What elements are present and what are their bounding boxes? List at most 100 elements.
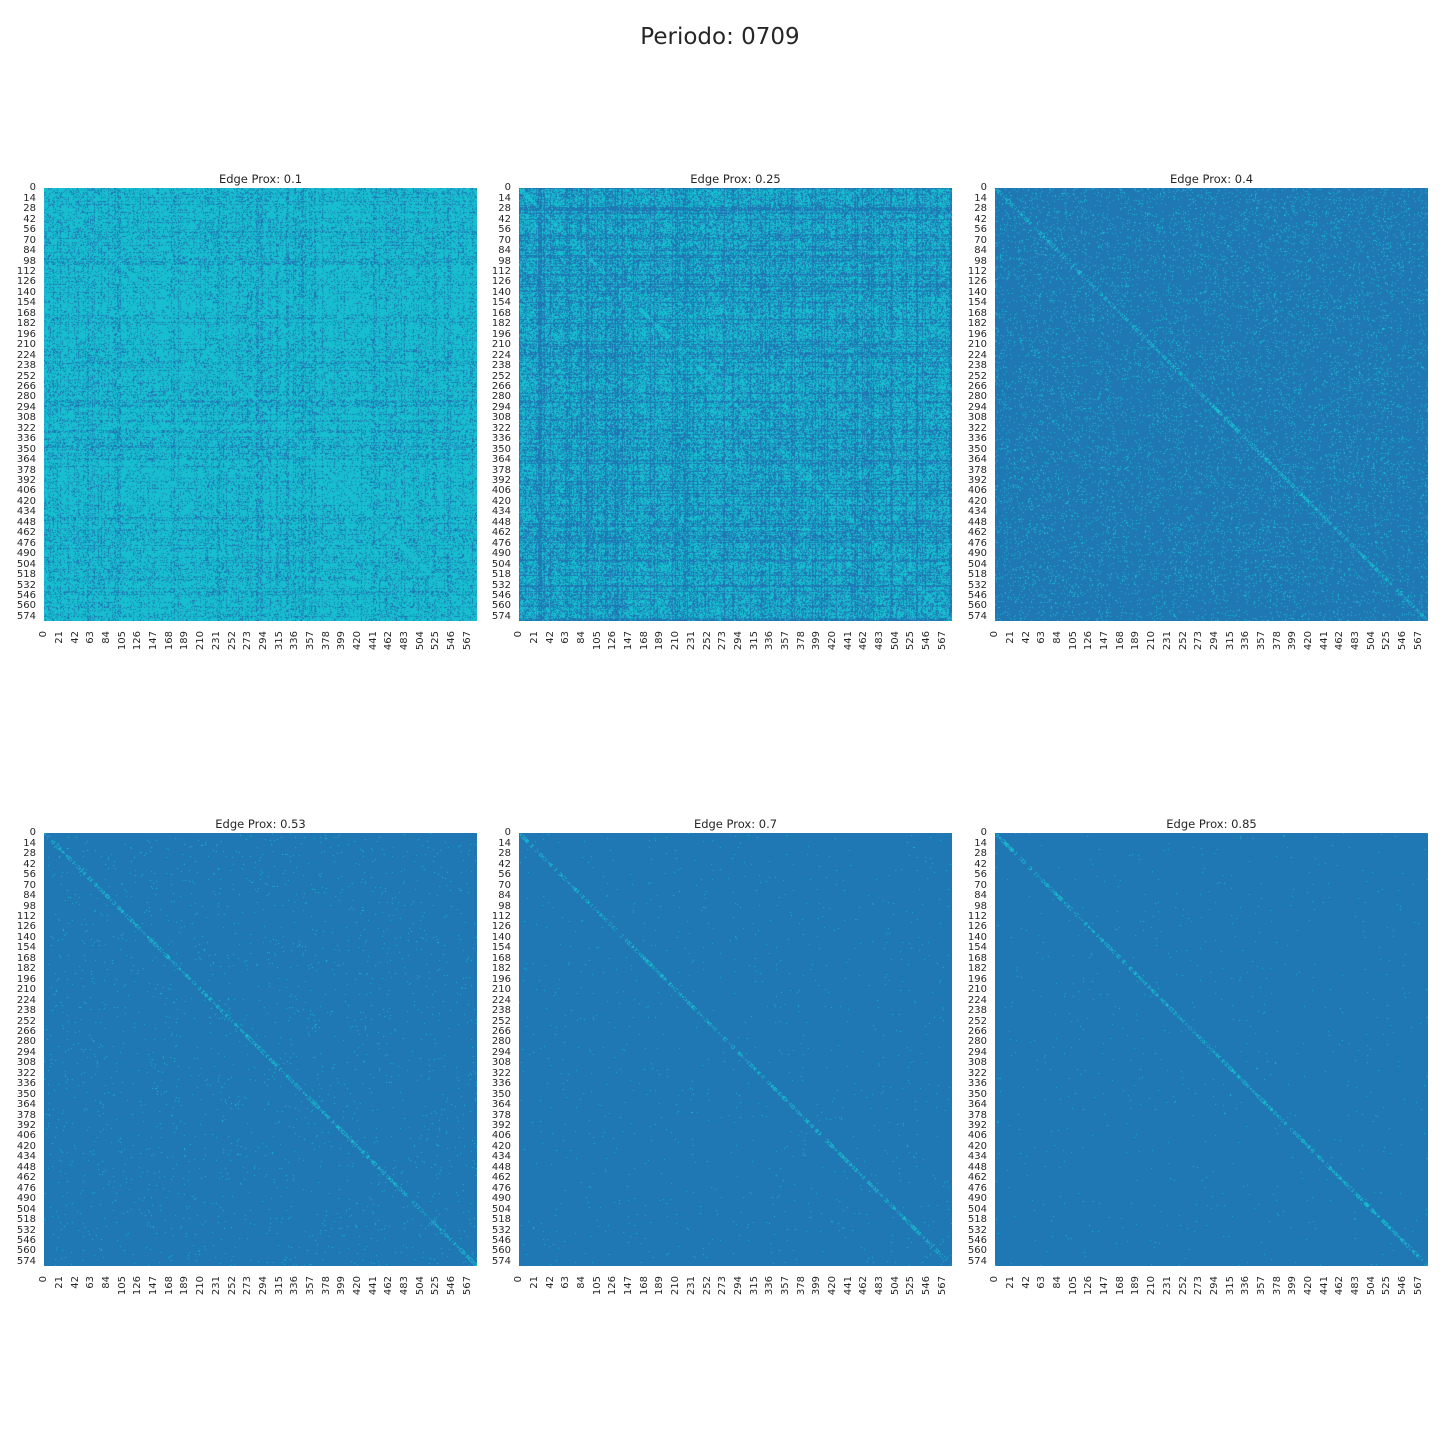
x-tick-label: 546 — [445, 1276, 457, 1296]
x-tick-label: 525 — [1381, 1276, 1393, 1296]
x-tick-label: 420 — [826, 1276, 838, 1296]
x-tick-label: 63 — [1036, 1276, 1048, 1289]
y-tick-label: 560 — [967, 1245, 987, 1257]
y-tick-label: 70 — [23, 234, 36, 246]
y-tick-label: 84 — [974, 890, 987, 902]
y-tick-label: 0 — [504, 182, 511, 194]
x-tick-label: 63 — [1036, 631, 1048, 644]
y-tick-label: 252 — [967, 1015, 987, 1027]
x-tick-label: 126 — [1083, 1276, 1095, 1296]
y-tick-label: 168 — [491, 952, 511, 964]
y-tick-label: 476 — [491, 1182, 511, 1194]
y-tick-label: 84 — [974, 245, 987, 257]
y-tick-label: 168 — [16, 952, 36, 964]
x-tick-label: 504 — [889, 1276, 901, 1296]
y-tick-label: 308 — [967, 1057, 987, 1069]
y-tick-label: 280 — [967, 1036, 987, 1048]
heatmap-canvas — [519, 833, 952, 1266]
x-tick-label: 567 — [936, 631, 948, 651]
y-tick-label: 462 — [491, 1172, 511, 1184]
x-tick-label: 567 — [461, 631, 473, 651]
y-tick-label: 182 — [967, 963, 987, 975]
y-tick-label: 14 — [23, 192, 36, 204]
x-tick-label: 420 — [351, 1276, 363, 1296]
y-tick-label: 420 — [491, 1140, 511, 1152]
y-tick-label: 182 — [491, 963, 511, 975]
y-tick-label: 504 — [491, 1203, 511, 1215]
x-tick-label: 252 — [226, 631, 238, 651]
y-tick-label: 476 — [16, 537, 36, 549]
x-tick-label: 315 — [1224, 1276, 1236, 1296]
y-tick-label: 28 — [974, 203, 987, 215]
x-tick-label: 21 — [1005, 631, 1017, 644]
y-tick-label: 210 — [967, 984, 987, 996]
x-tick-label: 273 — [717, 631, 729, 651]
y-tick-label: 364 — [967, 1099, 987, 1111]
y-tick-label: 574 — [967, 1255, 987, 1267]
y-tick-label: 364 — [16, 454, 36, 466]
y-tick-label: 0 — [504, 827, 511, 839]
x-tick-label: 168 — [163, 631, 175, 651]
y-tick-label: 490 — [967, 1193, 987, 1205]
y-tick-label: 364 — [967, 454, 987, 466]
y-tick-label: 560 — [491, 1245, 511, 1257]
y-tick-label: 448 — [491, 1161, 511, 1173]
x-tick-label: 399 — [336, 631, 348, 651]
y-tick-label: 294 — [967, 401, 987, 413]
x-tick-label: 441 — [1318, 631, 1330, 651]
heatmap-panel-edge-prox-0.25: Edge Prox: 0.25 0 14 28 42 56 70 84 98 112 126 140… — [477, 172, 952, 692]
y-tick-label: 56 — [974, 224, 987, 236]
y-tick-label: 252 — [491, 1015, 511, 1027]
y-tick-label: 504 — [491, 558, 511, 570]
y-tick-label: 476 — [967, 1182, 987, 1194]
panel-title: Edge Prox: 0.53 — [215, 817, 306, 831]
y-tick-label: 266 — [967, 1025, 987, 1037]
heatmap-canvas — [995, 188, 1428, 621]
y-tick-label: 98 — [23, 900, 36, 912]
y-tick-label: 28 — [23, 848, 36, 860]
x-tick-label: 0 — [513, 1276, 525, 1283]
x-tick-label: 168 — [1114, 631, 1126, 651]
x-tick-label: 483 — [873, 1276, 885, 1296]
y-tick-label: 84 — [23, 890, 36, 902]
y-tick-label: 336 — [967, 1078, 987, 1090]
x-tick-label: 105 — [1067, 1276, 1079, 1296]
y-tick-label: 238 — [16, 1005, 36, 1017]
y-tick-label: 0 — [29, 827, 36, 839]
x-tick-label: 231 — [210, 1276, 222, 1296]
panel-title: Edge Prox: 0.4 — [1169, 172, 1254, 186]
y-tick-label: 280 — [491, 391, 511, 403]
x-tick-label: 231 — [210, 631, 222, 651]
x-tick-label: 294 — [732, 1276, 744, 1296]
y-tick-label: 182 — [16, 963, 36, 975]
y-tick-label: 154 — [491, 297, 511, 309]
x-tick-label: 336 — [289, 631, 301, 651]
y-tick-label: 42 — [974, 858, 987, 870]
y-tick-label: 294 — [16, 1046, 36, 1058]
heatmap-panel-edge-prox-0.7: Edge Prox: 0.7 0 14 28 42 56 70 84 98 112 126 140 1… — [477, 817, 952, 1337]
x-tick-label: 420 — [1302, 631, 1314, 651]
x-tick-label: 420 — [1302, 1276, 1314, 1296]
y-tick-label: 308 — [491, 1057, 511, 1069]
y-tick-label: 406 — [967, 1130, 987, 1142]
x-tick-label: 546 — [1396, 1276, 1408, 1296]
x-tick-label: 168 — [163, 1276, 175, 1296]
y-tick-label: 350 — [16, 443, 36, 455]
y-tick-label: 532 — [491, 579, 511, 591]
y-tick-label: 98 — [974, 255, 987, 267]
y-tick-label: 336 — [967, 433, 987, 445]
y-tick-label: 196 — [16, 328, 36, 340]
y-tick-label: 546 — [967, 589, 987, 601]
y-tick-label: 266 — [16, 380, 36, 392]
x-tick-label: 168 — [1114, 1276, 1126, 1296]
x-tick-label: 252 — [1177, 631, 1189, 651]
y-tick-label: 168 — [16, 307, 36, 319]
y-tick-label: 406 — [491, 485, 511, 497]
y-tick-label: 546 — [16, 589, 36, 601]
y-tick-label: 350 — [491, 443, 511, 455]
y-tick-label: 504 — [967, 1203, 987, 1215]
x-tick-label: 315 — [273, 1276, 285, 1296]
x-tick-label: 252 — [701, 631, 713, 651]
y-tick-label: 322 — [16, 422, 36, 434]
x-tick-label: 273 — [242, 1276, 254, 1296]
